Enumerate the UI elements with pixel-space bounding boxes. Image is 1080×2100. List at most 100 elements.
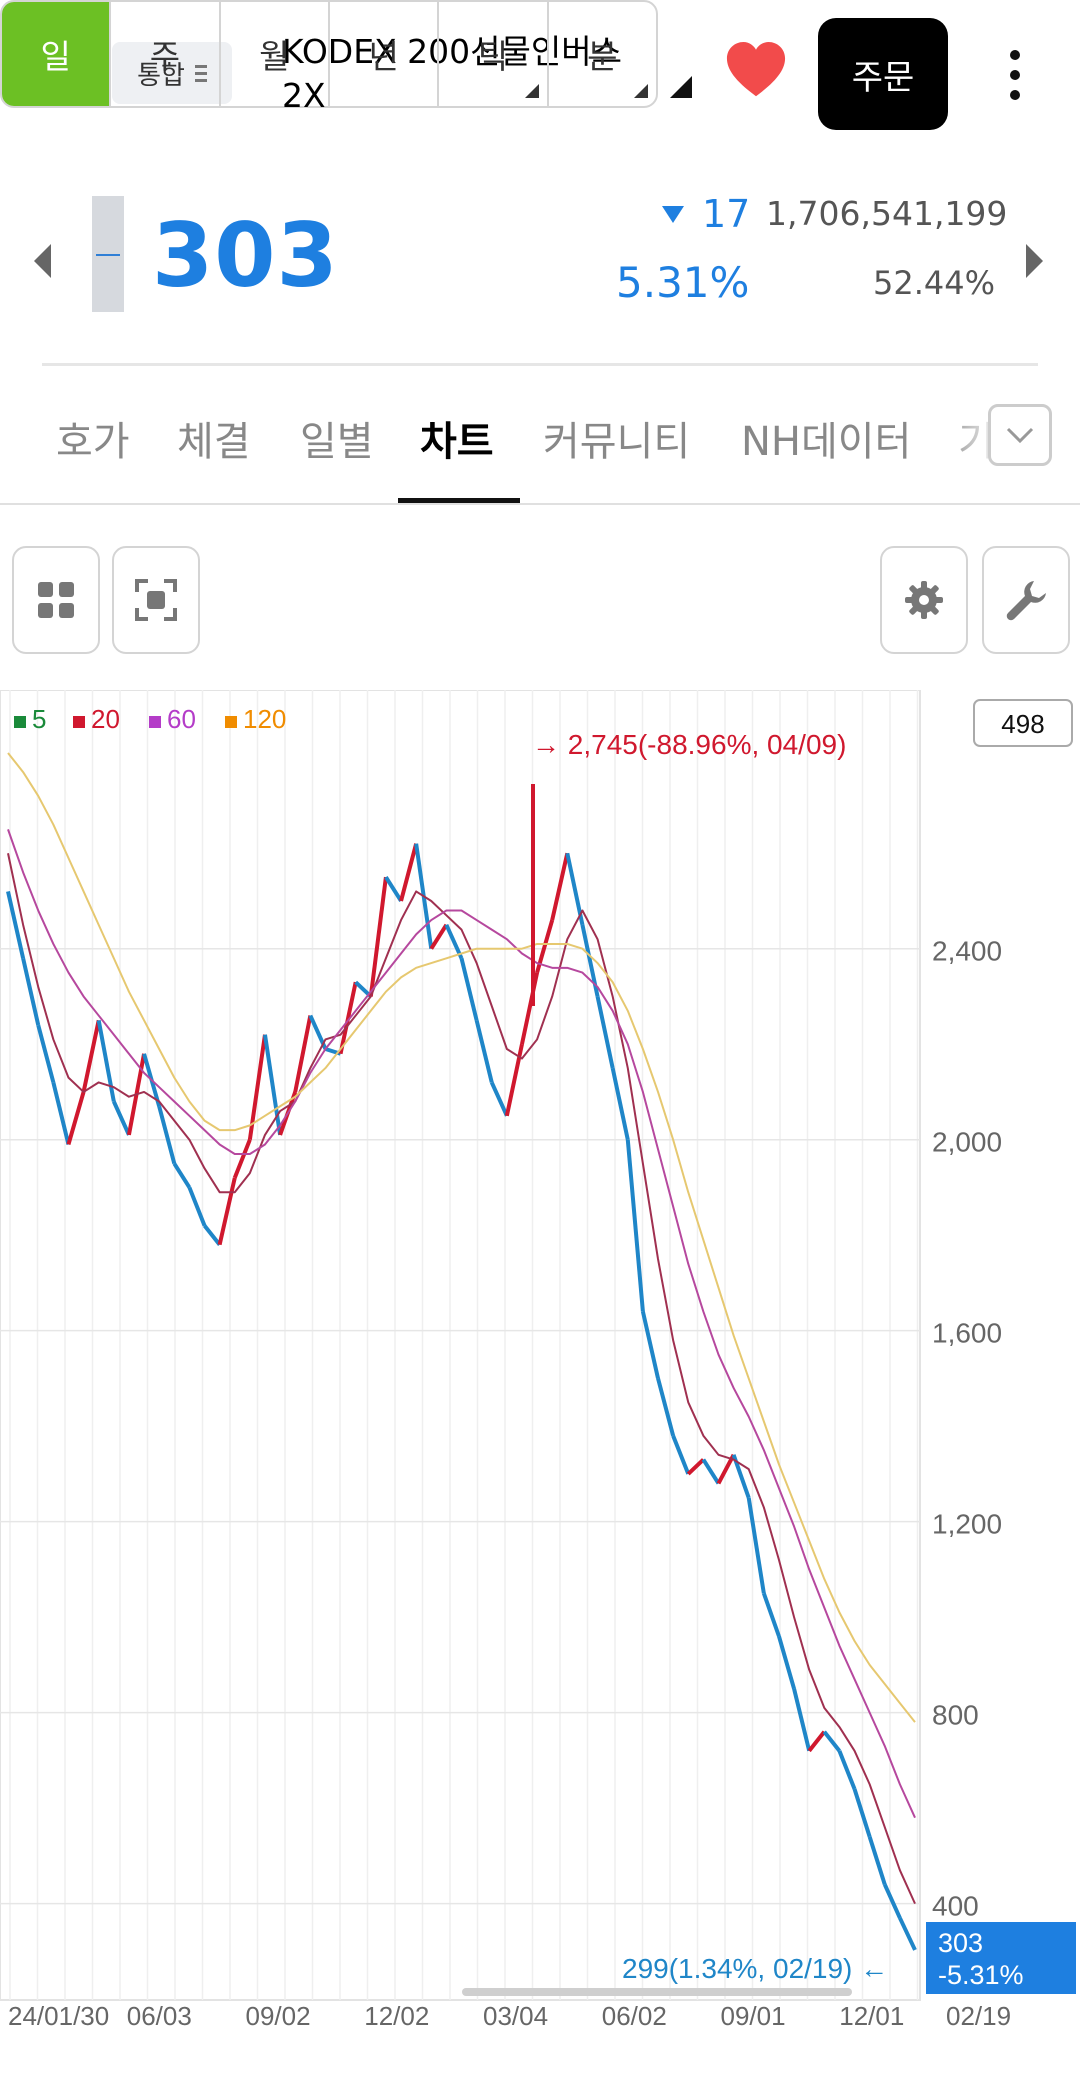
period-year[interactable]: 년 (327, 2, 437, 106)
period-tick[interactable]: 틱 (437, 2, 546, 106)
x-tick-label: 06/03 (127, 2001, 192, 2030)
legend-swatch (73, 716, 85, 728)
max-value-badge (973, 699, 1073, 747)
fullscreen-button[interactable] (112, 546, 200, 654)
tab-community[interactable]: 커뮤니티 (543, 419, 691, 465)
order-button[interactable]: 주문 (818, 18, 948, 130)
price-segment (399, 843, 419, 902)
price-segment (429, 923, 449, 950)
down-triangle-icon (662, 206, 684, 223)
last-price-label: 303 (938, 1928, 983, 1958)
period-day[interactable]: 일 (2, 2, 110, 106)
period-month-label: 월 (259, 37, 290, 76)
price-segment (898, 1917, 917, 1951)
price-segment (459, 957, 479, 1021)
price-segment (263, 1034, 283, 1136)
price-segment (595, 996, 615, 1069)
price-segment (625, 1139, 645, 1312)
plot-frame (0, 690, 921, 2001)
price-segment (21, 957, 41, 1026)
period-tick-label: 틱 (477, 37, 509, 76)
period-month[interactable]: 월 (218, 2, 328, 106)
low-annotation: 299(1.34%, 02/19) ← (622, 1953, 888, 1984)
price-segment (66, 1091, 86, 1146)
period-minute[interactable]: 분 (546, 2, 656, 106)
price-segment (172, 1162, 192, 1189)
price-segment (384, 876, 403, 903)
price-segment (640, 1311, 660, 1379)
market-selector[interactable]: 통합 (112, 42, 232, 104)
next-stock-arrow-icon[interactable] (1026, 244, 1043, 278)
price-segment (444, 924, 464, 960)
moving-average-line-ma20 (7, 853, 916, 1905)
price-segment (550, 852, 570, 921)
moving-average-line-ma120 (7, 752, 916, 1723)
moving-average-line-ma60 (7, 829, 916, 1819)
price-segment (792, 1688, 812, 1752)
period-week[interactable]: 주 (109, 2, 218, 106)
price-segment (81, 1019, 101, 1093)
price-segment (338, 981, 358, 1055)
period-week-label: 주 (149, 37, 181, 76)
tab-nh-data[interactable]: NH데이터 (741, 419, 912, 465)
active-tab-indicator (398, 498, 520, 503)
x-tick-label: 09/02 (246, 2001, 311, 2030)
last-price-badge (926, 1922, 1076, 1994)
tab-bar-border (0, 503, 1080, 505)
y-tick-label: 800 (932, 1700, 979, 1731)
tab-trades[interactable]: 체결 (177, 419, 251, 465)
more-vert-icon[interactable] (995, 40, 1035, 110)
period-year-label: 년 (368, 37, 399, 76)
price-segment (882, 1883, 902, 1919)
price-chart[interactable]: 2,400 2,000 1,600 1,200 800 400 24/01/30 06/03 0… (0, 690, 1080, 2030)
stock-name[interactable]: KODEX 200선물인버스 2X (282, 32, 622, 115)
y-tick-label: 2,400 (932, 936, 1002, 967)
chart-settings-button[interactable] (880, 546, 968, 654)
volume-ratio: 52.44% (873, 264, 996, 302)
tab-daily[interactable]: 일별 (300, 419, 374, 465)
legend-swatch (149, 716, 161, 728)
price-segment (217, 1177, 237, 1246)
current-price: 303 (152, 204, 339, 307)
price-segment (489, 1081, 509, 1117)
price-segment (761, 1592, 781, 1637)
tabs-expand-button[interactable] (988, 404, 1052, 466)
price-segment (671, 1434, 691, 1475)
legend-swatch (225, 716, 237, 728)
chart-tools-button[interactable] (982, 546, 1070, 654)
price-segment (232, 1138, 252, 1179)
price-segment (96, 1019, 116, 1102)
price-segment (368, 876, 388, 997)
prev-stock-arrow-icon[interactable] (34, 244, 51, 278)
layout-button[interactable] (12, 546, 100, 654)
price-segment (293, 1015, 313, 1093)
chart-scrollbar (462, 1988, 852, 1996)
price-change: 17 (702, 192, 751, 236)
heart-icon[interactable] (725, 40, 787, 102)
dropdown-corner-icon (524, 84, 539, 98)
gear-icon (905, 581, 943, 619)
tab-orderbook[interactable]: 호가 (56, 419, 130, 465)
mini-price-bar (92, 196, 124, 312)
menu-lines-icon (194, 64, 207, 82)
price-segment (111, 1100, 131, 1136)
focus-frame-icon (135, 579, 177, 621)
price-segment (202, 1224, 222, 1246)
x-tick-label: 12/02 (364, 2001, 429, 2030)
price-segment (701, 1458, 721, 1485)
x-tick-label: 09/01 (721, 2001, 786, 2030)
x-tick-label: 12/01 (839, 2001, 904, 2030)
chevron-down-icon (1006, 427, 1034, 444)
trade-volume: 1,706,541,199 (766, 194, 1008, 233)
tab-bar: 호가 체결 일별 차트 커뮤니티 NH데이터 기 (0, 395, 1080, 505)
wrench-icon (1006, 581, 1046, 621)
stock-dropdown-caret-icon[interactable] (670, 76, 692, 98)
legend-label: 120 (243, 704, 286, 734)
legend-swatch (14, 716, 26, 728)
x-tick-label: 03/04 (483, 2001, 548, 2030)
period-minute-label: 분 (587, 37, 618, 76)
divider (42, 363, 1038, 366)
tab-chart[interactable]: 차트 (420, 419, 494, 465)
price-segment (837, 1750, 857, 1790)
period-day-label: 일 (40, 37, 71, 76)
